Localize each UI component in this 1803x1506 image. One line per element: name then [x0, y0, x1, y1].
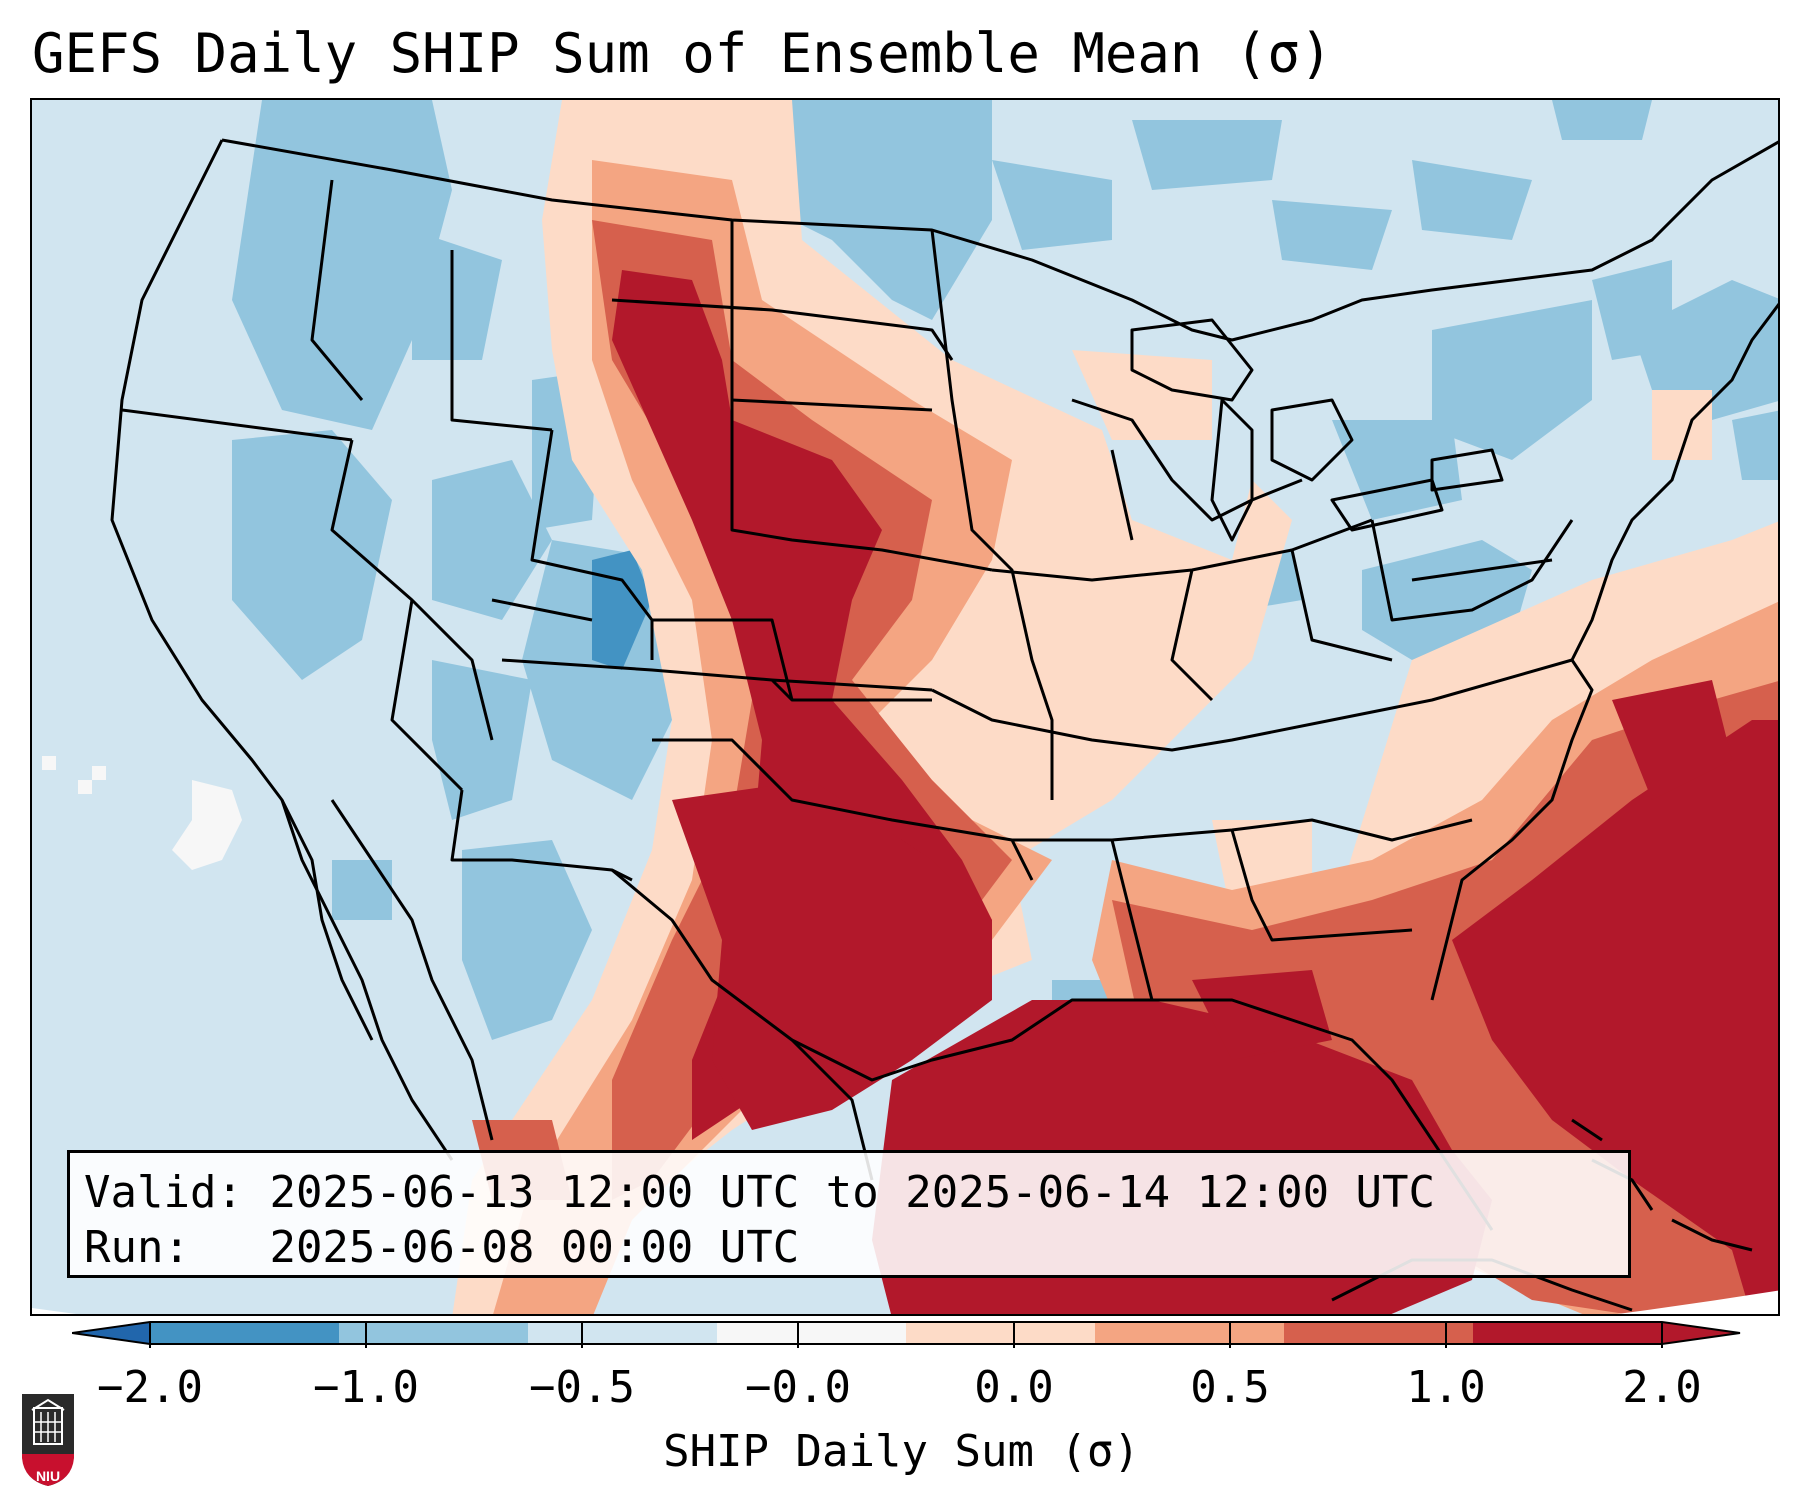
niu-shield-icon: [22, 1394, 74, 1486]
anomaly-map: [32, 100, 1778, 1314]
colorbar-segment: [528, 1322, 718, 1344]
colorbar-tick-label: 0.5: [1190, 1362, 1270, 1413]
boundaries: [110, 138, 1778, 1312]
colorbar-tick-label: 1.0: [1406, 1362, 1486, 1413]
run-time: 2025-06-08 00:00 UTC: [269, 1222, 800, 1273]
colorbar-segment: [1095, 1322, 1285, 1344]
colorbar-segment: [339, 1322, 529, 1344]
colorbar-segment: [1473, 1322, 1663, 1344]
colorbar-segment: [717, 1322, 907, 1344]
colorbar-segment: [906, 1322, 1096, 1344]
colorbar: [72, 1321, 1741, 1348]
colorbar-over-arrow: [1662, 1322, 1740, 1344]
colorbar-tick-label: 0.0: [974, 1362, 1054, 1413]
colorbar-segment: [150, 1322, 340, 1344]
valid-time-range: 2025-06-13 12:00 UTC to 2025-06-14 12:00…: [269, 1167, 1436, 1218]
colorbar-tick-label: −0.5: [529, 1362, 635, 1413]
run-label: Run:: [84, 1222, 190, 1273]
colorbar-tick-label: −2.0: [97, 1362, 203, 1413]
niu-logo-text: NIU: [35, 1468, 61, 1484]
colorbar-tick-label: 2.0: [1622, 1362, 1702, 1413]
colorbar-segment: [1284, 1322, 1474, 1344]
niu-logo: NIU: [20, 1392, 76, 1488]
validity-info-box: Valid: 2025-06-13 12:00 UTC to 2025-06-1…: [67, 1150, 1631, 1278]
colorbar-tick-label: −0.0: [745, 1362, 851, 1413]
colorbar-under-arrow: [72, 1322, 150, 1344]
chart-title: GEFS Daily SHIP Sum of Ensemble Mean (σ): [32, 22, 1333, 85]
colorbar-label: SHIP Daily Sum (σ): [663, 1426, 1140, 1477]
map-panel: [30, 98, 1780, 1316]
colorbar-tick-label: −1.0: [313, 1362, 419, 1413]
valid-label: Valid:: [84, 1167, 243, 1218]
field-neutral-specks: [42, 756, 242, 870]
